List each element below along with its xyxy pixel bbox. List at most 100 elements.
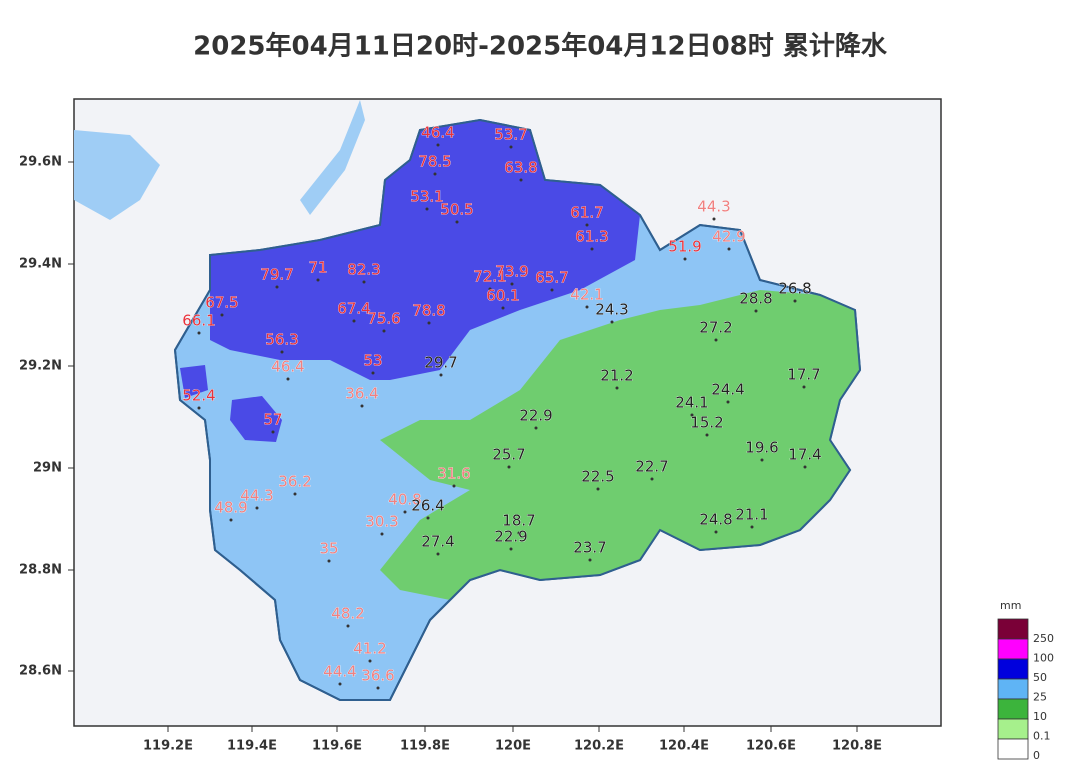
station-value: 25.7 — [492, 446, 525, 464]
station-dot — [280, 350, 284, 354]
station-value: 41.2 — [353, 640, 386, 658]
station-value: 56.3 — [265, 331, 298, 349]
station-dot — [360, 404, 364, 408]
station-value: 27.4 — [421, 533, 454, 551]
region-dark — [210, 120, 640, 380]
station-value: 78.5 — [418, 153, 451, 171]
station-dot — [426, 516, 430, 520]
station-dot — [403, 510, 407, 514]
station-dot — [501, 306, 505, 310]
station-dot — [455, 220, 459, 224]
station-dot — [802, 385, 806, 389]
station-value: 60.1 — [486, 287, 519, 305]
station-value: 57 — [263, 411, 282, 429]
station-dot — [803, 465, 807, 469]
station-value: 21.2 — [600, 367, 633, 385]
station-value: 24.8 — [699, 511, 732, 529]
legend-swatch — [997, 678, 1029, 700]
station-value: 35 — [319, 540, 338, 558]
station-value: 23.7 — [573, 539, 606, 557]
station-value: 44.3 — [240, 487, 273, 505]
station-dot — [714, 338, 718, 342]
station-value: 17.4 — [788, 446, 821, 464]
station-dot — [615, 386, 619, 390]
station-dot — [427, 321, 431, 325]
station-dot — [754, 309, 758, 313]
legend-swatch — [997, 698, 1029, 720]
x-tick-label: 120.2E — [574, 739, 624, 754]
station-value: 65.7 — [535, 269, 568, 287]
station-value: 30.3 — [365, 513, 398, 531]
station-dot — [750, 525, 754, 529]
title: 2025年04月11日20时-2025年04月12日08时 累计降水 — [193, 31, 888, 62]
station-value: 72.1 — [473, 268, 506, 286]
station-dot — [286, 377, 290, 381]
station-dot — [534, 426, 538, 430]
station-dot — [727, 247, 731, 251]
station-dot — [197, 406, 201, 410]
legend-swatch — [997, 658, 1029, 680]
station-value: 26.4 — [411, 497, 444, 515]
station-value: 71 — [308, 259, 327, 277]
x-tick-label: 119.4E — [227, 739, 277, 754]
station-value: 28.8 — [739, 290, 772, 308]
station-dot — [376, 686, 380, 690]
legend-unit: mm — [1000, 599, 1021, 612]
x-tick-label: 120.4E — [659, 739, 709, 754]
x-tick-label: 120.8E — [832, 739, 882, 754]
legend-label: 0 — [1033, 749, 1040, 762]
y-tick-label: 29N — [33, 461, 62, 476]
station-dot — [683, 257, 687, 261]
station-value: 24.3 — [595, 301, 628, 319]
station-value: 22.9 — [494, 528, 527, 546]
station-dot — [714, 530, 718, 534]
y-tick-label: 29.2N — [19, 359, 62, 374]
station-value: 24.1 — [675, 394, 708, 412]
station-value: 36.4 — [345, 385, 378, 403]
station-dot — [436, 143, 440, 147]
station-value: 61.7 — [570, 204, 603, 222]
station-value: 42.9 — [712, 228, 745, 246]
region-dark — [230, 396, 282, 442]
station-dot — [712, 217, 716, 221]
station-value: 44.4 — [323, 663, 356, 681]
station-dot — [610, 320, 614, 324]
station-value: 42.1 — [570, 286, 603, 304]
legend-label: 250 — [1033, 632, 1054, 645]
station-value: 82.3 — [347, 261, 380, 279]
station-value: 50.5 — [440, 201, 473, 219]
station-value: 27.2 — [699, 319, 732, 337]
station-value: 63.8 — [504, 159, 537, 177]
station-value: 19.6 — [745, 439, 778, 457]
station-value: 78.8 — [412, 302, 445, 320]
station-value: 15.2 — [690, 414, 723, 432]
legend-swatch — [997, 718, 1029, 740]
legend-label: 0.1 — [1033, 730, 1051, 743]
legend-label: 100 — [1033, 652, 1054, 665]
station-dot — [760, 458, 764, 462]
station-dot — [690, 413, 694, 417]
x-tick-label: 119.6E — [312, 739, 362, 754]
station-dot — [517, 531, 521, 535]
station-dot — [726, 400, 730, 404]
station-dot — [197, 331, 201, 335]
station-dot — [362, 280, 366, 284]
station-dot — [293, 492, 297, 496]
station-value: 53 — [363, 352, 382, 370]
legend-swatch — [997, 738, 1029, 760]
station-value: 61.3 — [575, 228, 608, 246]
station-value: 73.9 — [495, 263, 528, 281]
station-value: 22.7 — [635, 458, 668, 476]
station-dot — [271, 430, 275, 434]
station-dot — [650, 477, 654, 481]
station-value: 22.9 — [519, 407, 552, 425]
station-value: 24.4 — [711, 381, 744, 399]
station-dot — [596, 487, 600, 491]
station-value: 48.2 — [331, 605, 364, 623]
station-dot — [229, 518, 233, 522]
station-dot — [452, 484, 456, 488]
station-dot — [382, 329, 386, 333]
station-dot — [368, 659, 372, 663]
station-dot — [220, 313, 224, 317]
station-dot — [433, 172, 437, 176]
